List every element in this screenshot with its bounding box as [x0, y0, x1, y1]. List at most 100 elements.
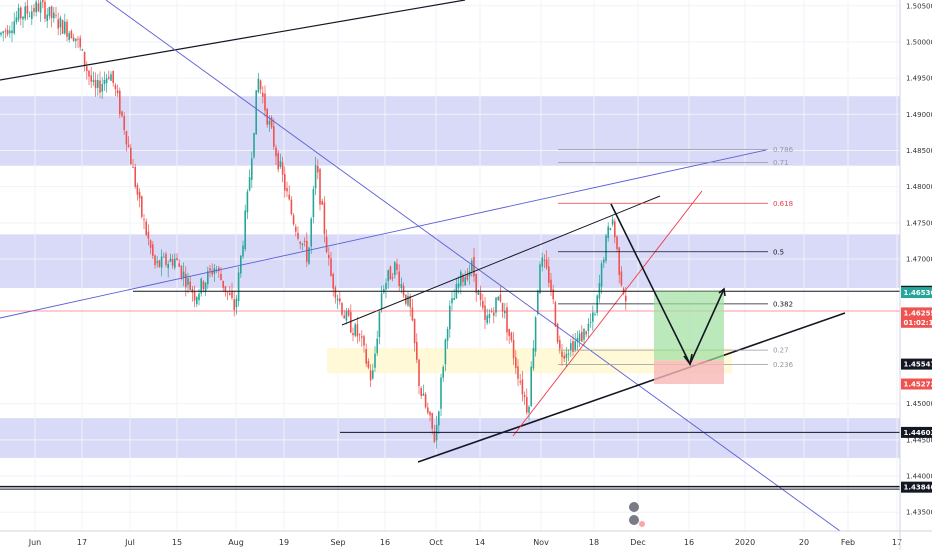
price-badge-bg	[901, 316, 932, 328]
candle-body	[319, 168, 321, 205]
candle-body	[240, 255, 242, 274]
candle-body	[620, 271, 623, 286]
candle-body	[136, 185, 139, 195]
candle	[440, 373, 442, 417]
candle-body	[519, 381, 521, 383]
candle	[453, 288, 455, 301]
candle	[281, 156, 284, 183]
candle-body	[378, 311, 381, 338]
candle	[552, 284, 554, 305]
candle-body	[361, 336, 363, 338]
candle-body	[53, 12, 55, 19]
trendline-descending	[105, 0, 841, 532]
candle	[99, 71, 101, 98]
candle	[35, 0, 37, 17]
candle-body	[572, 341, 574, 353]
candle-body	[72, 37, 75, 41]
candle	[411, 298, 414, 322]
candle-body	[57, 19, 59, 29]
candle	[330, 252, 332, 277]
candle-body	[314, 165, 317, 189]
candle-body	[11, 30, 13, 34]
candle-body	[484, 305, 486, 320]
candle-body	[130, 147, 132, 165]
candle	[418, 358, 420, 395]
candle-body	[460, 271, 462, 286]
candle-body	[279, 161, 282, 167]
candle-body	[317, 166, 319, 173]
candle-body	[475, 273, 477, 294]
x-tick-label: 16	[380, 538, 390, 547]
candle-body	[581, 331, 583, 342]
candle	[519, 373, 521, 386]
candle	[587, 317, 590, 338]
candle-body	[176, 258, 178, 260]
candle-body	[292, 215, 295, 225]
candle	[567, 349, 570, 362]
candle	[402, 282, 405, 298]
candle-body	[116, 90, 119, 94]
candle	[240, 254, 242, 278]
candle	[211, 263, 213, 277]
candle-body	[169, 258, 172, 262]
candle	[92, 71, 95, 86]
candle-body	[94, 79, 97, 89]
candle-body	[211, 270, 213, 275]
candle	[526, 388, 528, 415]
candle	[539, 261, 541, 294]
candle	[299, 240, 301, 250]
candle-body	[154, 255, 156, 266]
candle-body	[462, 274, 464, 282]
candle	[42, 0, 44, 9]
candle-body	[163, 256, 165, 258]
candle-body	[270, 117, 273, 128]
candle	[589, 313, 592, 328]
candle-body	[442, 366, 444, 378]
price-badge-text: 1.44603	[904, 429, 932, 437]
candle	[372, 363, 374, 380]
candle	[354, 322, 356, 338]
candle	[20, 6, 22, 26]
candle	[55, 6, 57, 19]
candle	[424, 391, 427, 409]
candle	[295, 224, 297, 237]
candle-body	[149, 240, 152, 248]
candle	[233, 290, 235, 317]
candle-body	[345, 311, 348, 321]
candle	[200, 277, 202, 297]
candle	[394, 261, 396, 279]
candle-body	[244, 210, 246, 250]
trendline-wedge-lower	[417, 312, 846, 463]
candle	[609, 227, 612, 231]
candle-body	[156, 261, 158, 263]
candle-body	[589, 321, 592, 323]
candle-body	[523, 395, 526, 398]
candle	[284, 166, 286, 198]
candle	[343, 309, 345, 319]
x-tick-label: 17	[77, 538, 87, 547]
candle-body	[526, 397, 528, 413]
candle-body	[497, 296, 499, 301]
candle-body	[50, 6, 53, 18]
price-badge-bg	[901, 481, 932, 493]
candle-body	[380, 293, 383, 309]
candle	[365, 343, 367, 367]
sr-zone	[0, 96, 900, 166]
candle-body	[31, 11, 33, 19]
candle	[490, 307, 493, 313]
candle	[160, 249, 163, 277]
candle	[279, 153, 282, 169]
candle	[499, 285, 502, 303]
candle-body	[297, 232, 299, 239]
candle	[422, 384, 425, 396]
candle	[110, 71, 112, 82]
candle-body	[66, 21, 68, 37]
candle-body	[398, 271, 400, 287]
x-tick-label: Oct	[429, 538, 443, 547]
candle-body	[567, 353, 570, 355]
arrow-down-icon	[683, 353, 693, 366]
candle	[39, 0, 42, 22]
candle	[545, 250, 548, 270]
candle	[4, 28, 7, 39]
candle-body	[528, 406, 530, 413]
